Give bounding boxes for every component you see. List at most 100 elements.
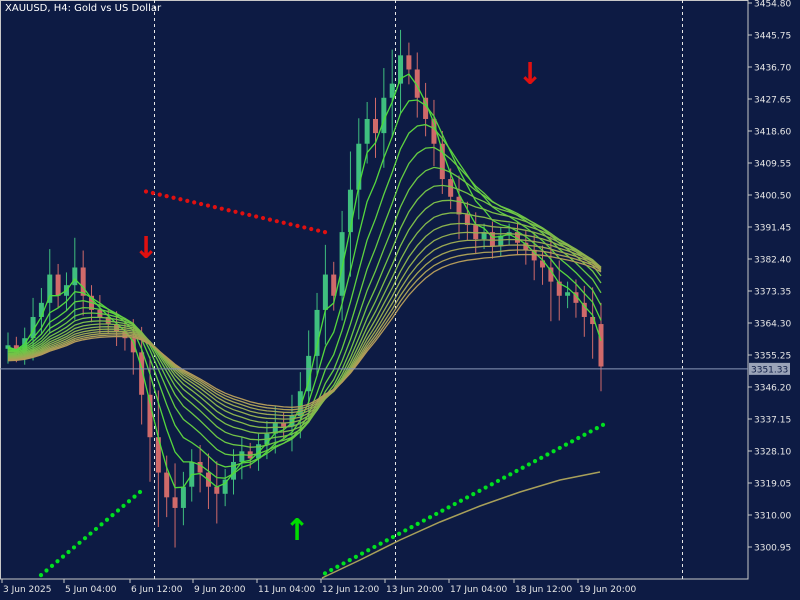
arrow-down-icon: ↓ [517, 57, 542, 92]
arrow-up-icon: ↑ [284, 513, 309, 548]
support-dotted-line-upper-dot [464, 495, 470, 500]
candle-body [297, 391, 303, 416]
candle-body [464, 214, 470, 226]
time-tick-label: 19 Jun 20:00 [579, 585, 636, 595]
time-axis: 3 Jun 2025 5 Jun 04:00 6 Jun 12:00 9 Jun 20… [1, 579, 636, 595]
resistance-dotted-line-dot [226, 208, 231, 213]
candles [5, 29, 604, 548]
price-tick-label: 3310.00 [754, 512, 791, 522]
candle-body [239, 451, 245, 462]
candle-body [47, 274, 53, 303]
price-tick-label: 3418.60 [754, 128, 791, 138]
support-dotted-line-lower-dot [132, 494, 137, 499]
resistance-dotted-line-dot [178, 197, 183, 202]
support-dotted-line-upper-dot [502, 475, 507, 480]
support-dotted-line-upper-dot [576, 435, 581, 441]
resistance-dotted-line-dot [143, 189, 149, 194]
candle-body [30, 316, 36, 339]
support-dotted-line-lower-dot [115, 508, 121, 513]
support-dotted-line-lower-dot [82, 536, 88, 541]
resistance-dotted-line-dot [260, 215, 266, 221]
resistance-dotted-line-dot [254, 214, 259, 219]
candle-body [164, 472, 170, 498]
resistance-dotted-line-dot [274, 219, 279, 224]
candle-body [172, 497, 178, 508]
resistance-dotted-line [143, 189, 328, 235]
ma-line [7, 184, 602, 441]
price-tick-label: 3445.75 [754, 32, 791, 42]
support-dotted-line-lower-dot [110, 512, 115, 518]
price-tick-label: 3454.80 [754, 0, 791, 10]
candle-body [281, 423, 287, 427]
support-dotted-line-lower-dot [49, 563, 55, 568]
support-dotted-line-upper-dot [563, 442, 569, 447]
candle-body [389, 83, 395, 98]
support-dotted-line-upper-dot [514, 468, 519, 474]
candle-body [180, 486, 186, 508]
resistance-dotted-line-dot [309, 226, 314, 232]
candle-body [231, 461, 237, 480]
support-dotted-line-lower-dot [104, 517, 110, 522]
candle-body [364, 118, 370, 144]
support-dotted-line-upper-dot [588, 429, 593, 434]
candle-body [439, 143, 445, 180]
support-dotted-line-lower-dot [44, 568, 49, 573]
candle-body [481, 232, 487, 240]
candle-body [80, 267, 86, 296]
candle-body [473, 225, 479, 240]
support-dotted-line-upper-dot [477, 488, 482, 493]
support-dotted-line-upper-dot [526, 462, 531, 467]
candle-body [398, 55, 404, 84]
candle-body [147, 394, 153, 438]
candle-body [514, 232, 520, 243]
support-dotted-line-lower-dot [77, 540, 82, 545]
resistance-dotted-line-dot [233, 209, 238, 214]
arrow-down-icon: ↓ [133, 231, 158, 266]
price-tick-label: 3337.15 [754, 416, 791, 426]
price-tick-label: 3400.50 [754, 192, 791, 202]
candle-body [573, 292, 579, 303]
support-dotted-line-upper-dot [520, 465, 525, 470]
support-dotted-line-upper-dot [421, 518, 426, 523]
support-dotted-line-upper-dot [427, 515, 433, 520]
price-tick-label: 3346.20 [754, 384, 791, 394]
candle-body [331, 274, 337, 296]
candle-body [456, 196, 462, 215]
plot-frame [0, 0, 749, 580]
candle-body [105, 316, 111, 325]
ma-line [7, 166, 602, 448]
resistance-dotted-line-dot [212, 205, 217, 210]
candle-body [314, 309, 320, 356]
candle-body [581, 302, 587, 317]
ma-line [7, 253, 602, 408]
support-dotted-line-lower-dot [71, 545, 77, 550]
candle-body [222, 479, 228, 494]
price-tick-label: 3373.35 [754, 288, 791, 298]
support-dotted-line-upper-dot [440, 508, 445, 513]
candle-body [13, 345, 19, 353]
candle-body [423, 97, 429, 119]
candle-body [339, 232, 345, 296]
resistance-dotted-line-dot [219, 206, 224, 211]
resistance-dotted-line-dot [150, 190, 155, 196]
ma-line [7, 222, 602, 424]
price-tick-label: 3427.65 [754, 96, 791, 106]
support-dotted-line-upper-dot [471, 492, 476, 497]
support-dotted-line-upper-dot [532, 459, 538, 464]
support-dotted-line-upper-dot [397, 531, 402, 536]
support-dotted-line-upper-dot [415, 521, 420, 526]
support-dotted-line-upper-dot [495, 478, 501, 484]
support-dotted-line-upper-dot [378, 541, 383, 546]
price-tick-label: 3300.95 [754, 544, 791, 554]
candle-body [598, 324, 604, 367]
candle-body [22, 338, 28, 353]
current-price-badge [749, 362, 790, 375]
support-dotted-line-lower-dot [66, 549, 71, 555]
price-tick-label: 3409.55 [754, 160, 791, 170]
resistance-dotted-line-dot [322, 230, 328, 235]
support-dotted-line-upper-dot [366, 548, 371, 553]
resistance-dotted-line-dot [267, 217, 273, 222]
time-tick-label: 9 Jun 20:00 [194, 585, 246, 595]
